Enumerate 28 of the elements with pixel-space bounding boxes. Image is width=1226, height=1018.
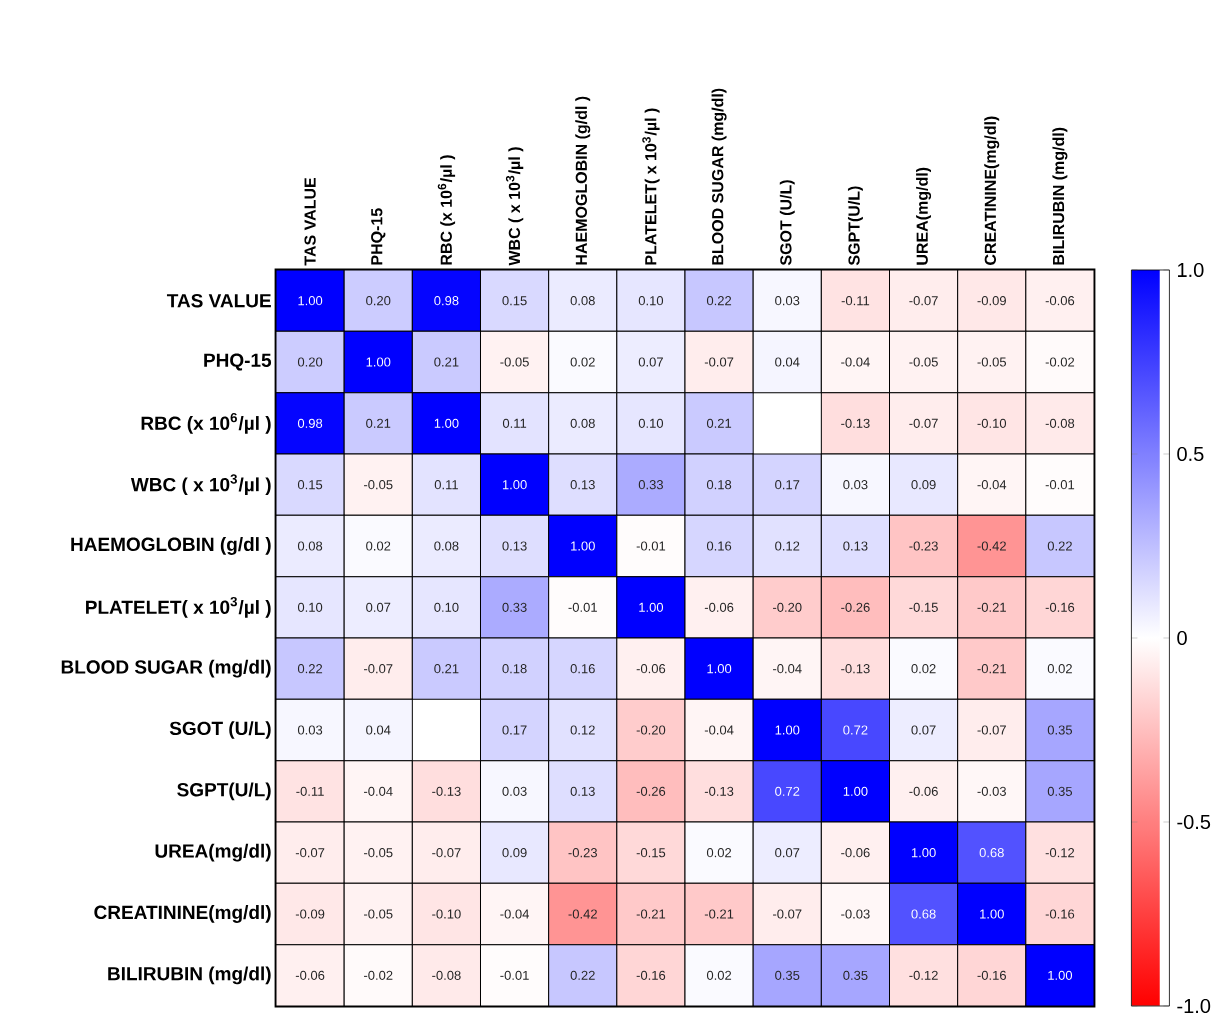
color-bar-label: -1.0 (1177, 998, 1211, 1014)
x-tick-label: BILIRUBIN (mg/dl) (1052, 127, 1068, 265)
x-tick-label: SGPT(U/L) (847, 186, 863, 266)
color-bar-label: -0.5 (1177, 814, 1211, 830)
x-tick-label: WBC ( x 10$^{3}$/µl ) (505, 147, 524, 266)
x-tick-label: SGOT (U/L) (779, 180, 795, 266)
x-tick-label: CREATININE(mg/dl) (984, 116, 1000, 265)
y-tick-label: WBC ( x 10$^{3}$/µl ) (130, 474, 271, 496)
y-tick-label: PHQ-15 (204, 353, 272, 371)
y-tick-label: SGPT(U/L) (177, 782, 271, 801)
color-bar-label: 0 (1177, 630, 1187, 646)
y-tick-label: RBC (x 10$^{6}$/µl ) (141, 412, 271, 434)
x-tick-label: PHQ-15 (371, 208, 386, 265)
y-tick-label: TAS VALUE (166, 293, 271, 308)
x-tick-label: HAEMOGLOBIN (g/dl ) (575, 96, 591, 265)
y-tick-label: UREA(mg/dl) (155, 843, 271, 862)
y-tick-label: SGOT (U/L) (169, 721, 271, 739)
x-tick-label: UREA(mg/dl) (916, 167, 932, 265)
color-bar-label: 1.0 (1178, 262, 1204, 278)
y-tick-label: CREATININE(mg/dl) (94, 905, 271, 923)
color-bar-label: 0.5 (1177, 446, 1204, 462)
x-tick-label: PLATELET( x 10$^{3}$/µl ) (642, 108, 660, 265)
y-tick-label: HAEMOGLOBIN (g/dl ) (71, 537, 271, 555)
y-tick-label: PLATELET( x 10$^{3}$/µl ) (86, 596, 271, 618)
y-tick-label: BLOOD SUGAR (mg/dl) (61, 659, 271, 678)
x-tick-label: RBC (x 10$^{6}$/µl ) (437, 155, 456, 265)
y-tick-label: BILIRUBIN (mg/dl) (108, 966, 271, 985)
x-tick-label: BLOOD SUGAR (mg/dl) (711, 88, 727, 265)
